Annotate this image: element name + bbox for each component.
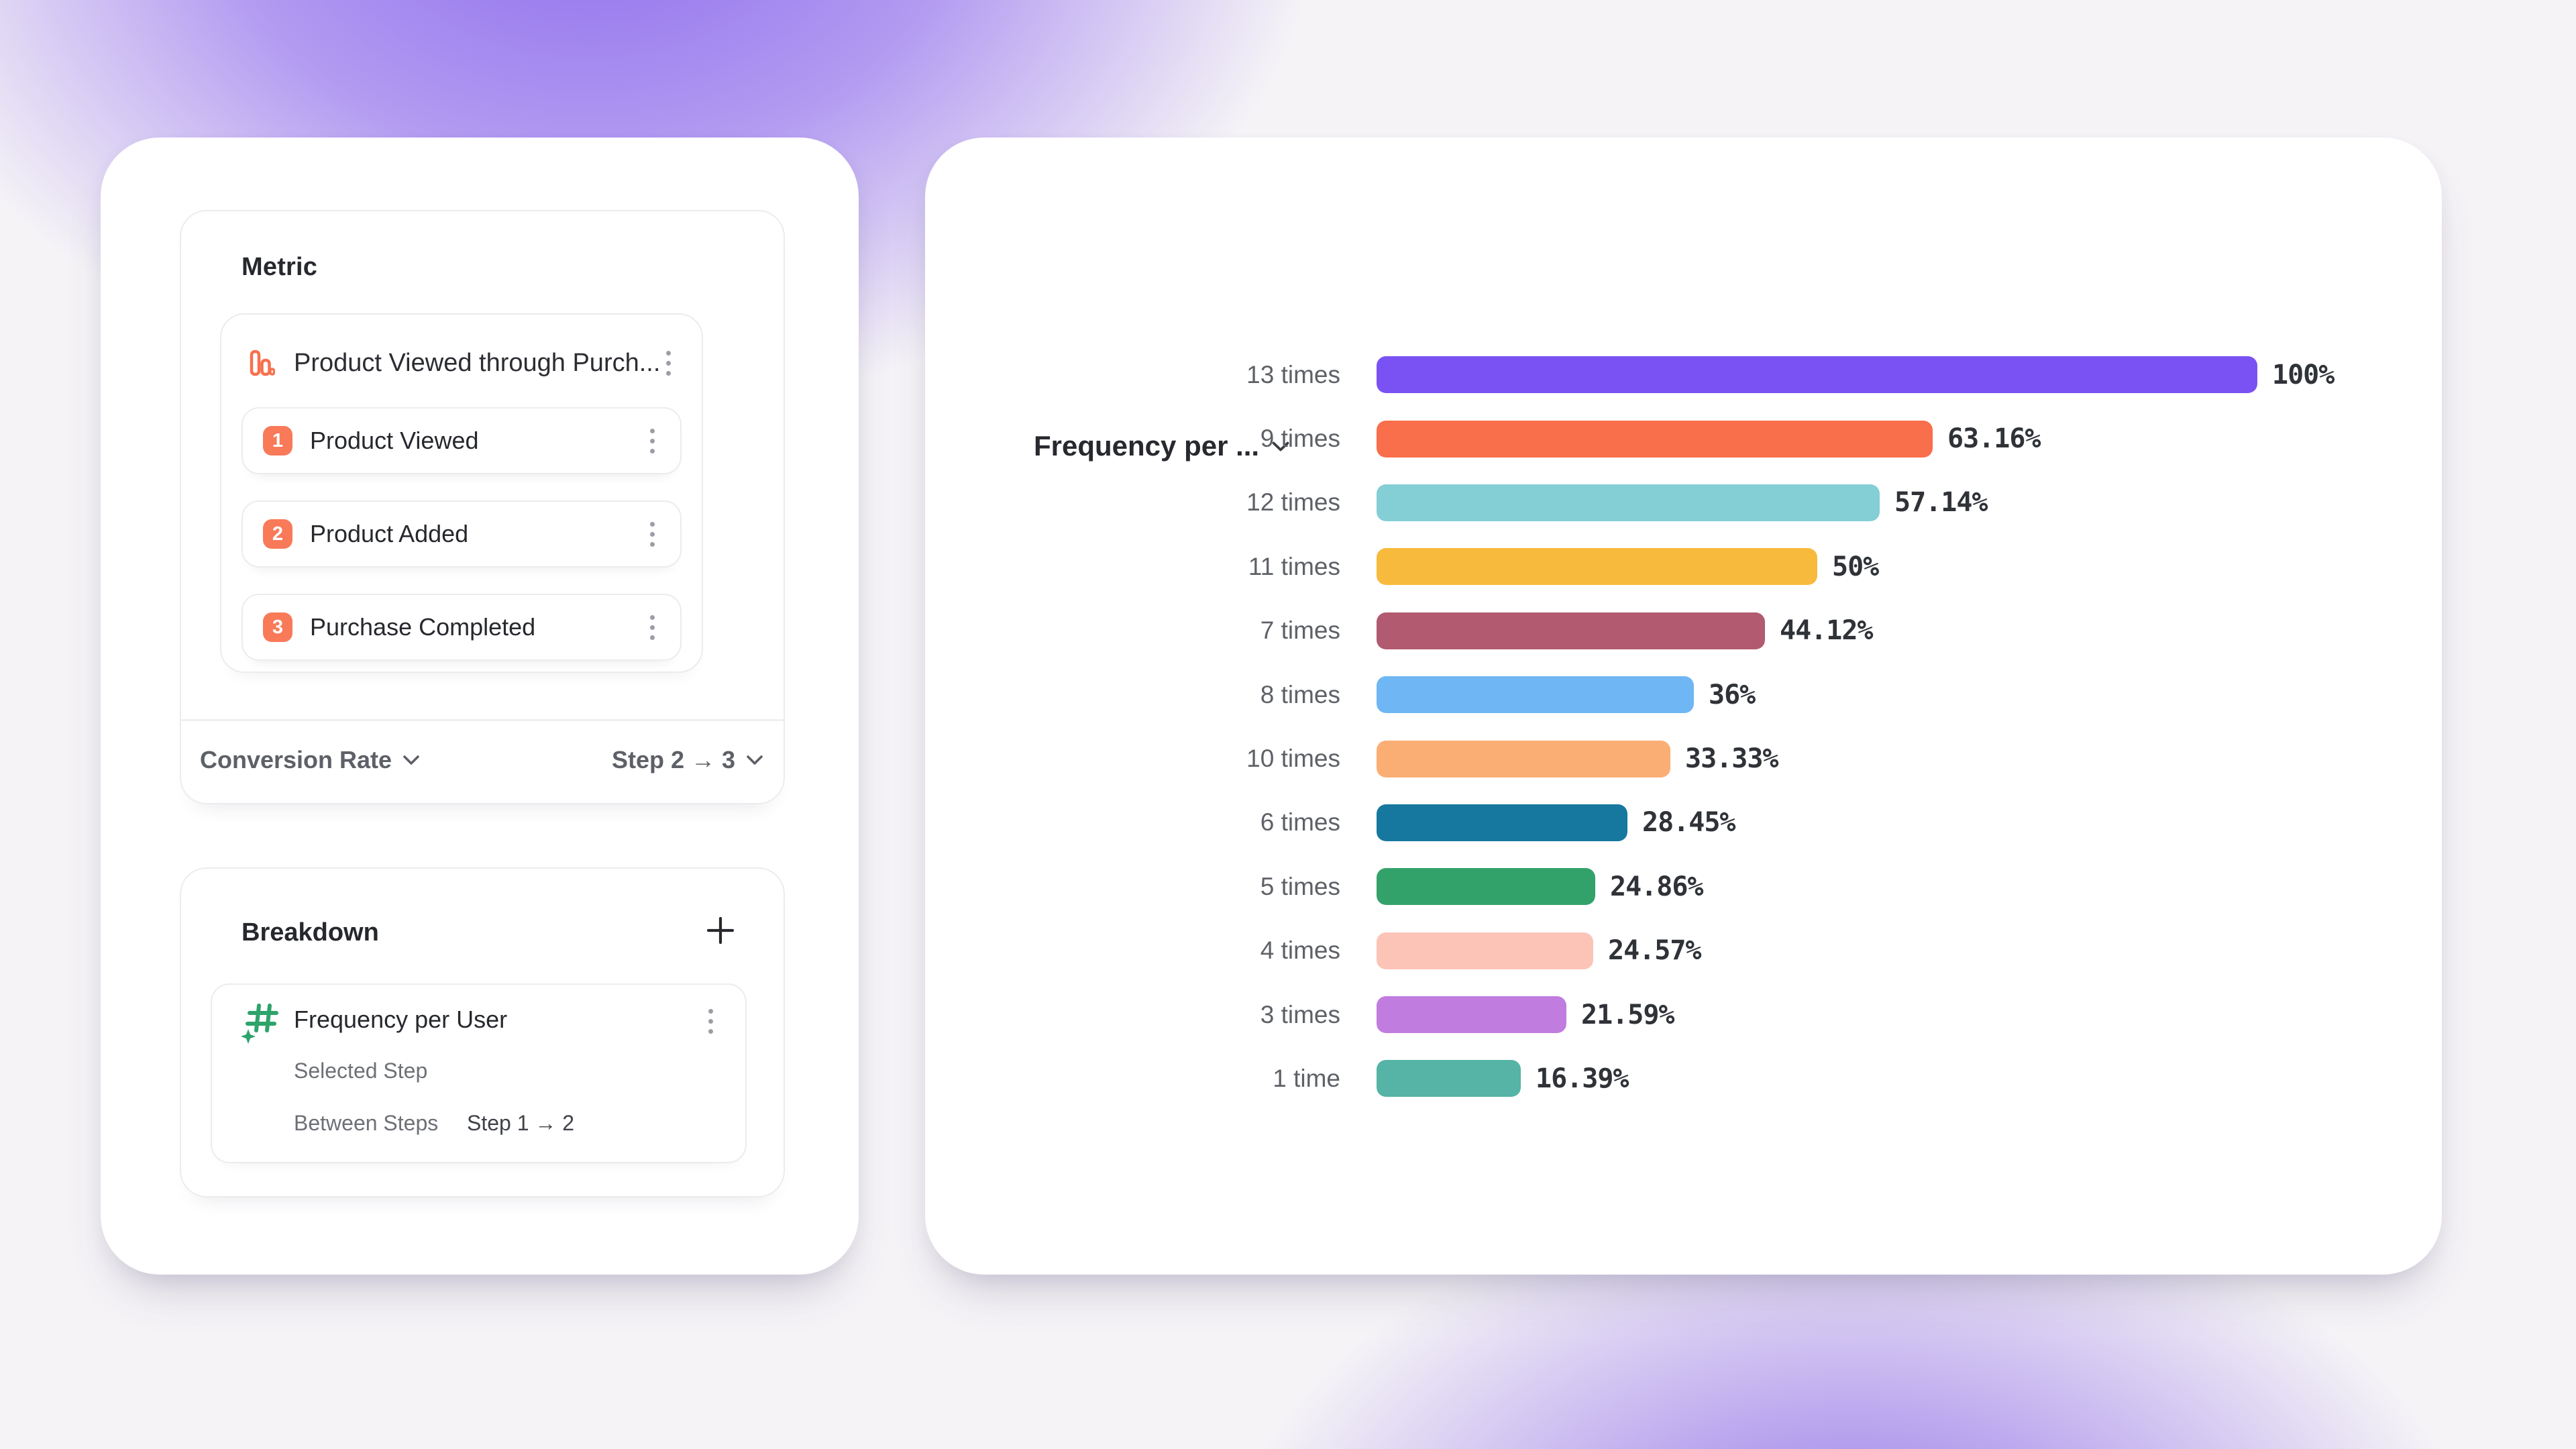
- chart-bar[interactable]: [1377, 740, 1670, 777]
- chart-category-label: 5 times: [1260, 872, 1340, 900]
- chart-row: 11 times 50%: [925, 535, 2442, 598]
- bar-chart: 13 times 100% 9 times 63.16% 12 times 57…: [925, 343, 2442, 1111]
- chart-value-label: 63.16%: [1947, 423, 2041, 455]
- series-column-label: Frequency per ...: [1034, 430, 1260, 462]
- chart-bar[interactable]: [1377, 484, 1880, 521]
- chart-category-label: 13 times: [1246, 360, 1340, 388]
- step-label: Product Viewed: [310, 427, 479, 454]
- chart-bar[interactable]: [1377, 868, 1595, 906]
- breakdown-property-row: Between Steps Step 1 → 2: [294, 1111, 574, 1136]
- chart-bar[interactable]: [1377, 356, 2257, 394]
- breakdown-kebab-menu[interactable]: [703, 1004, 718, 1039]
- chart-value-label: 24.57%: [1608, 935, 1701, 967]
- funnel-step-row[interactable]: 1 Product Viewed: [241, 407, 682, 474]
- plus-icon: [706, 916, 735, 945]
- chevron-down-icon: [403, 755, 419, 765]
- chart-category-label: 9 times: [1260, 425, 1340, 453]
- chart-row: 10 times 33.33%: [925, 727, 2442, 790]
- funnel-name: Product Viewed through Purch...: [294, 348, 661, 377]
- chart-value-label: 24.86%: [1610, 871, 1703, 902]
- property-value: Step 1 → 2: [467, 1111, 575, 1135]
- chart-bar[interactable]: [1377, 612, 1765, 649]
- metric-card-footer: Conversion Rate Step 2 → 3: [200, 721, 763, 799]
- chart-row: 6 times 28.45%: [925, 791, 2442, 855]
- chart-bar[interactable]: [1377, 676, 1694, 714]
- chart-row: 12 times 57.14%: [925, 471, 2442, 535]
- series-column-dropdown[interactable]: Frequency per ...: [1034, 426, 1290, 466]
- chart-bar[interactable]: [1377, 1060, 1521, 1097]
- chart-value-label: 57.14%: [1894, 487, 1988, 519]
- chart-category-label: 7 times: [1260, 616, 1340, 645]
- chevron-down-icon: [1272, 441, 1289, 451]
- chart-row: 9 times 63.16%: [925, 407, 2442, 470]
- step-range-label: Step 2 → 3: [611, 746, 735, 773]
- add-breakdown-button[interactable]: [703, 913, 738, 948]
- chart-value-label: 100%: [2272, 359, 2334, 390]
- step-label: Purchase Completed: [310, 613, 536, 641]
- breakdown-card: Breakdown Frequency per User Selected St…: [180, 867, 785, 1197]
- chart-row: 1 time 16.39%: [925, 1046, 2442, 1110]
- step-range-dropdown[interactable]: Step 2 → 3: [612, 746, 763, 774]
- chart-row: 7 times 44.12%: [925, 599, 2442, 663]
- metric-card-divider: [181, 719, 784, 721]
- chart-bar[interactable]: [1377, 804, 1627, 841]
- chart-bar[interactable]: [1377, 548, 1817, 586]
- property-label: Selected Step: [294, 1059, 428, 1083]
- funnel-steps: 1 Product Viewed 2 Product Added 3 Purch…: [221, 407, 702, 661]
- chevron-down-icon: [747, 755, 763, 765]
- funnel-header[interactable]: Product Viewed through Purch...: [221, 315, 702, 407]
- chart-row: 5 times 24.86%: [925, 855, 2442, 918]
- query-builder-panel: Metric Product Viewed through Purch... 1…: [101, 138, 859, 1275]
- chart-row: 13 times 100%: [925, 343, 2442, 407]
- bar-chart-icon: [250, 350, 275, 376]
- step-label: Product Added: [310, 520, 469, 547]
- chart-category-label: 12 times: [1246, 488, 1340, 517]
- conversion-rate-label: Conversion Rate: [200, 746, 392, 773]
- chart-bar[interactable]: [1377, 420, 1933, 458]
- chart-category-label: 10 times: [1246, 745, 1340, 773]
- chart-value-label: 16.39%: [1536, 1063, 1629, 1094]
- conversion-rate-dropdown[interactable]: Conversion Rate: [200, 746, 420, 774]
- chart-value-label: 28.45%: [1642, 807, 1735, 839]
- funnel-kebab-menu[interactable]: [661, 345, 676, 381]
- chart-category-label: 3 times: [1260, 1000, 1340, 1028]
- funnel-definition: Product Viewed through Purch... 1 Produc…: [220, 313, 703, 673]
- chart-category-label: 8 times: [1260, 680, 1340, 708]
- breakdown-property-row: Selected Step: [294, 1059, 427, 1083]
- step-kebab-menu[interactable]: [645, 610, 660, 645]
- chart-category-label: 11 times: [1248, 552, 1340, 580]
- step-kebab-menu[interactable]: [645, 423, 660, 459]
- chart-category-label: 4 times: [1260, 936, 1340, 965]
- metric-card: Metric Product Viewed through Purch... 1…: [180, 210, 785, 804]
- chart-value-label: 36%: [1709, 679, 1756, 710]
- chart-row: 8 times 36%: [925, 663, 2442, 727]
- chart-value-label: 44.12%: [1780, 615, 1873, 647]
- breakdown-item[interactable]: Frequency per User Selected Step Between…: [211, 983, 747, 1163]
- chart-row: 3 times 21.59%: [925, 983, 2442, 1046]
- funnel-step-row[interactable]: 3 Purchase Completed: [241, 594, 682, 661]
- breakdown-item-name: Frequency per User: [294, 1006, 508, 1033]
- property-label: Between Steps: [294, 1111, 439, 1135]
- chart-bar[interactable]: [1377, 932, 1593, 969]
- chart-category-label: 1 time: [1273, 1064, 1340, 1092]
- chart-bar[interactable]: [1377, 996, 1566, 1034]
- chart-value-label: 21.59%: [1581, 999, 1674, 1030]
- step-kebab-menu[interactable]: [645, 517, 660, 552]
- chart-value-label: 50%: [1832, 551, 1879, 582]
- hash-sparkle-icon: [239, 1000, 280, 1044]
- chart-category-label: 6 times: [1260, 808, 1340, 837]
- funnel-step-row[interactable]: 2 Product Added: [241, 500, 682, 568]
- chart-value-label: 33.33%: [1685, 743, 1778, 775]
- step-number-badge: 1: [263, 426, 292, 455]
- chart-panel: Frequency per ... Value 13 times 100% 9 …: [925, 138, 2442, 1275]
- metric-card-title: Metric: [241, 253, 318, 281]
- breakdown-card-title: Breakdown: [241, 918, 379, 947]
- step-number-badge: 2: [263, 519, 292, 549]
- step-number-badge: 3: [263, 612, 292, 642]
- chart-row: 4 times 24.57%: [925, 919, 2442, 983]
